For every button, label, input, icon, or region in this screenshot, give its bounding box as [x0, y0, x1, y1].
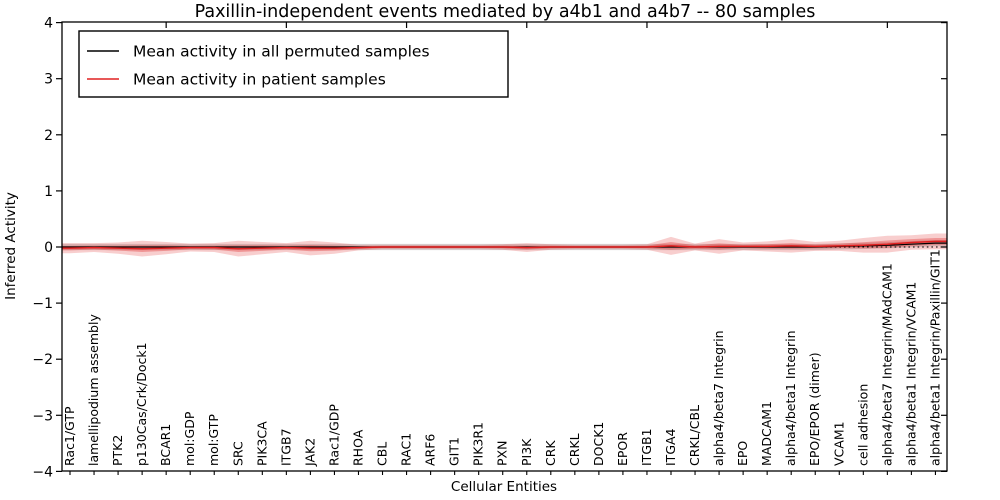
x-tick-label: EPO/EPOR (dimer): [807, 352, 822, 466]
x-tick-label: RAC1: [399, 433, 414, 466]
x-tick-label: PTK2: [110, 435, 125, 466]
x-tick-label: ITGB7: [278, 428, 293, 466]
x-tick-label: mol:GTP: [206, 414, 221, 466]
x-tick-label: DOCK1: [591, 422, 606, 466]
legend-label-permuted: Mean activity in all permuted samples: [133, 43, 430, 61]
patient-samples-spread-inner-band: [62, 238, 947, 252]
x-tick-label: CRKL/CBL: [687, 405, 702, 466]
x-tick-label: BCAR1: [158, 424, 173, 466]
x-tick-label: ARF6: [423, 434, 438, 466]
x-tick-label: PIK3R1: [471, 422, 486, 466]
legend-label-patient: Mean activity in patient samples: [133, 71, 386, 89]
y-tick-label: 4: [44, 16, 53, 32]
x-tick-label: Rac1/GTP: [62, 406, 77, 466]
x-tick-label: ITGA4: [663, 428, 678, 466]
legend: Mean activity in all permuted samples Me…: [78, 30, 509, 98]
x-tick-label: CRKL: [567, 433, 582, 466]
x-tick-label: ITGB1: [639, 428, 654, 466]
chart-title: Paxillin-independent events mediated by …: [195, 2, 816, 22]
x-tick-label: alpha4/beta7 Integrin: [711, 330, 726, 466]
x-tick-label: GIT1: [447, 437, 462, 466]
x-tick-label: JAK2: [302, 438, 317, 467]
y-tick-label: −4: [32, 464, 53, 480]
y-tick-label: 1: [44, 184, 53, 200]
x-tick-label: lamellipodium assembly: [86, 314, 101, 466]
x-tick-label: EPOR: [615, 432, 630, 466]
axes-frame: [61, 21, 948, 472]
x-tick-label: Rac1/GDP: [326, 404, 341, 466]
y-tick-label: 2: [44, 128, 53, 144]
y-tick-label: −1: [32, 296, 53, 312]
x-tick-label: PI3K: [519, 438, 534, 466]
x-tick-label: alpha4/beta1 Integrin/VCAM1: [903, 282, 918, 466]
y-axis-label: Inferred Activity: [3, 192, 19, 300]
y-tick-label: −3: [32, 408, 53, 424]
x-tick-label: SRC: [230, 441, 245, 466]
y-tick-label: 3: [44, 72, 53, 88]
x-tick-label: alpha4/beta1 Integrin/Paxillin/GIT1: [927, 249, 942, 466]
x-tick-label: mol:GDP: [182, 411, 197, 466]
x-tick-label: PIK3CA: [254, 421, 269, 466]
x-tick-label: EPO: [735, 441, 750, 466]
x-tick-label: alpha4/beta1 Integrin: [783, 330, 798, 466]
y-tick-label: 0: [44, 240, 53, 256]
series-line-1: [62, 240, 947, 250]
x-tick-label: PXN: [495, 441, 510, 466]
x-axis-label: Cellular Entities: [451, 479, 557, 495]
x-tick-label: p130Cas/Crk/Dock1: [134, 342, 149, 466]
x-tick-label: CBL: [375, 442, 390, 466]
x-tick-label: cell adhesion: [855, 384, 870, 466]
x-tick-label: alpha4/beta7 Integrin/MAdCAM1: [879, 263, 894, 466]
legend-box: [78, 30, 509, 98]
x-tick-label: MADCAM1: [759, 401, 774, 466]
x-tick-label: RHOA: [350, 429, 365, 466]
x-tick-label: VCAM1: [831, 421, 846, 466]
patient-samples-spread-outer-band: [62, 233, 947, 257]
y-tick-label: −2: [32, 352, 53, 368]
x-tick-label: CRK: [543, 440, 558, 466]
plot-area: Rac1/GTP lamellipodium assembly PTK2 p130Ca…: [32, 16, 947, 480]
